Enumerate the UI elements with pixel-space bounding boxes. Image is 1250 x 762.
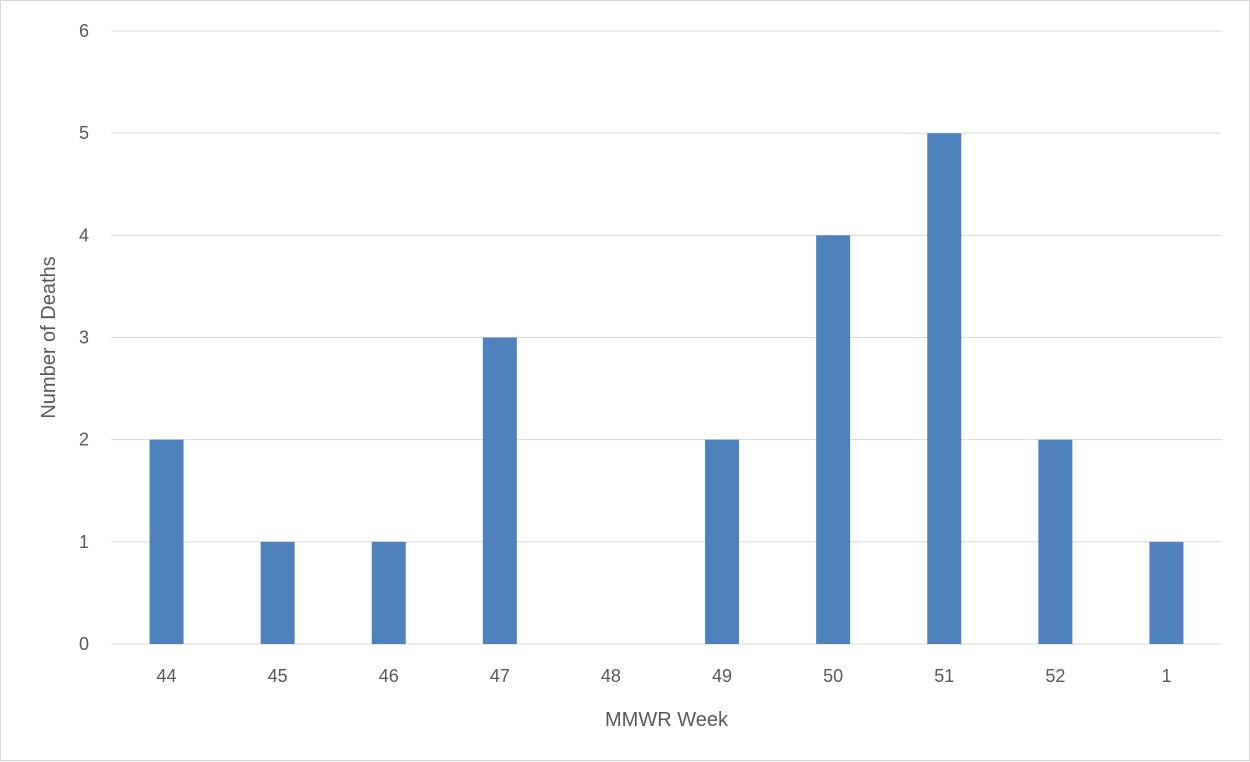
- bar: [482, 337, 517, 644]
- x-tick-label: 47: [490, 666, 510, 686]
- x-tick-label: 52: [1045, 666, 1065, 686]
- x-tick-label: 45: [268, 666, 288, 686]
- y-tick-label: 1: [79, 532, 89, 552]
- bar: [1038, 439, 1073, 644]
- bar: [705, 439, 740, 644]
- bar: [816, 235, 851, 645]
- bar: [1149, 541, 1184, 644]
- bar: [927, 133, 962, 644]
- y-tick-label: 0: [79, 634, 89, 654]
- y-tick-label: 5: [79, 123, 89, 143]
- y-tick-label: 3: [79, 328, 89, 348]
- bars: [149, 133, 1184, 645]
- x-tick-label: 51: [934, 666, 954, 686]
- x-tick-label: 44: [157, 666, 177, 686]
- x-tick-label: 49: [712, 666, 732, 686]
- x-tick-label: 48: [601, 666, 621, 686]
- x-tick-label: 46: [379, 666, 399, 686]
- x-tick-labels: 44 45 46 47 48 49 50 51 52 1: [157, 666, 1172, 686]
- bar: [260, 541, 295, 644]
- gridlines: [111, 30, 1222, 645]
- x-tick-label: 50: [823, 666, 843, 686]
- y-axis-title: Number of Deaths: [38, 256, 60, 418]
- bar: [371, 541, 406, 644]
- y-tick-label: 2: [79, 430, 89, 450]
- x-axis-title: MMWR Week: [605, 709, 729, 731]
- y-tick-label: 4: [79, 225, 89, 245]
- bar: [149, 439, 184, 644]
- y-tick-label: 6: [79, 21, 89, 41]
- y-tick-labels: 0 1 2 3 4 5 6: [79, 21, 89, 654]
- x-tick-label: 1: [1161, 666, 1171, 686]
